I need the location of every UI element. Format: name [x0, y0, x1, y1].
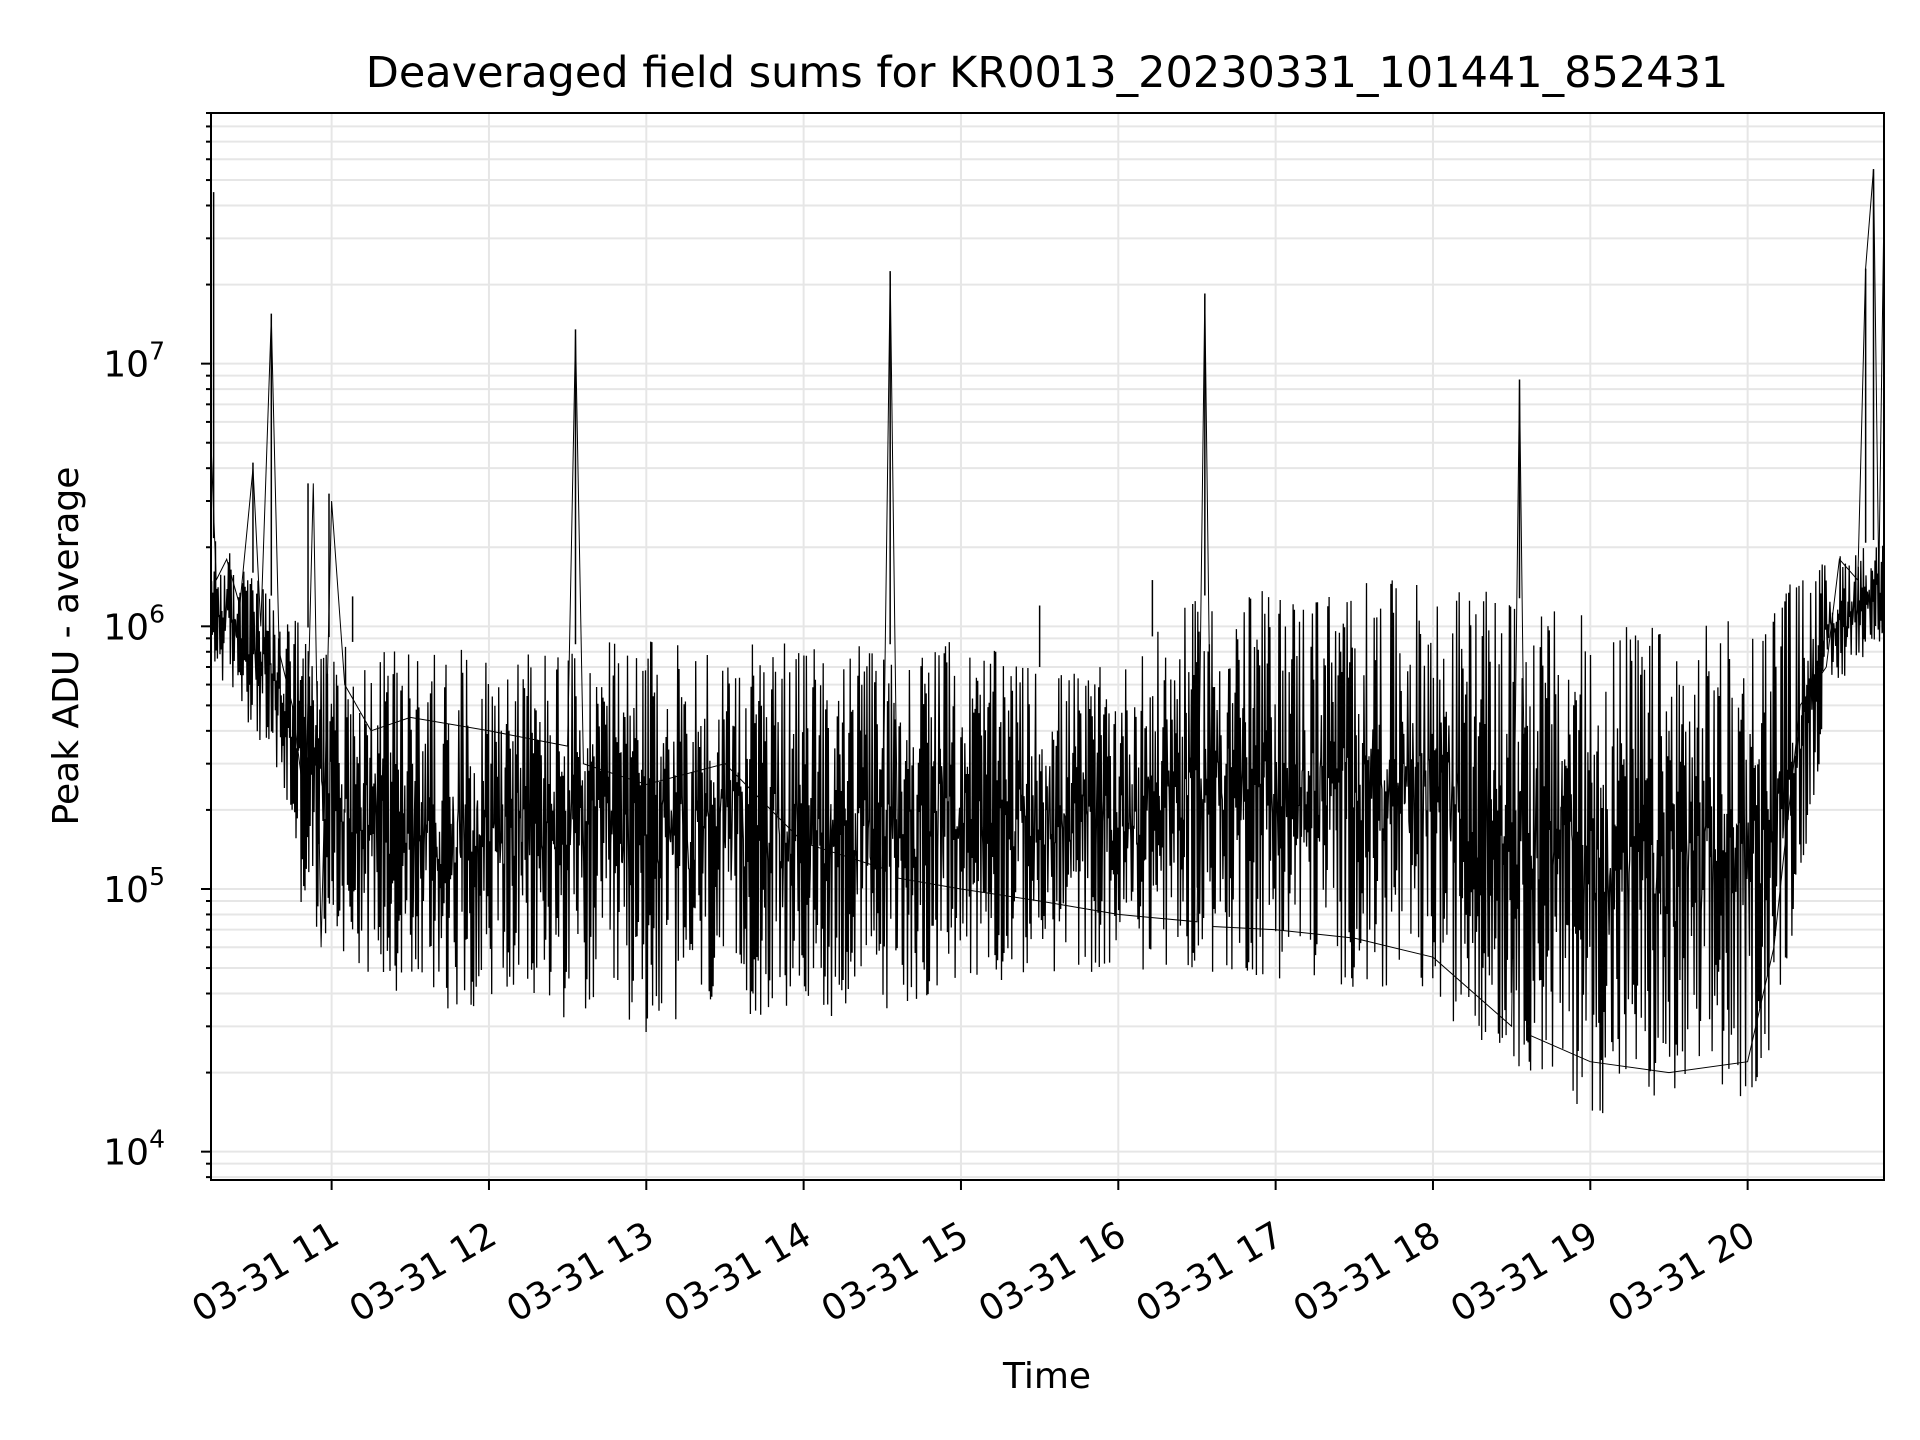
y-tick-label: 107: [103, 337, 165, 386]
plot-frame: [210, 112, 1885, 1181]
y-axis-label: Peak ADU - average: [46, 467, 87, 826]
y-tick-label: 105: [103, 862, 165, 911]
y-tick-label: 104: [103, 1125, 165, 1174]
series-summary-line: [210, 169, 1885, 1074]
chart-title: Deaveraged field sums for KR0013_2023033…: [366, 48, 1729, 98]
series-trace: [210, 541, 1885, 1114]
x-axis-label: Time: [1002, 1356, 1091, 1397]
data-series: [210, 169, 1885, 1114]
y-tick-label: 106: [103, 599, 165, 648]
